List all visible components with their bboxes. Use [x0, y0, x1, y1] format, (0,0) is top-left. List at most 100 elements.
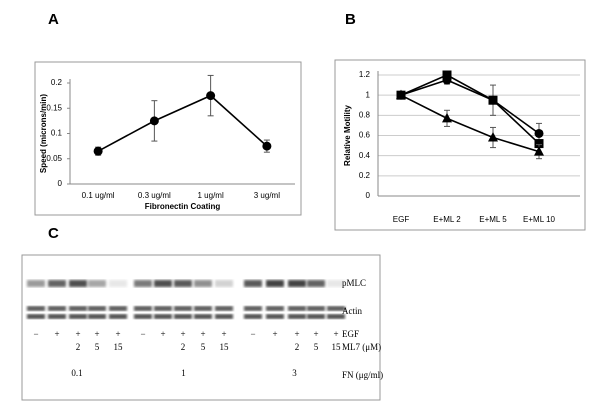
fn-label: 0.1 [71, 368, 82, 378]
band-pmlc [154, 280, 172, 287]
fn-label: 3 [292, 368, 297, 378]
band-pmlc [244, 280, 262, 287]
marker [442, 70, 452, 80]
x-tick-label: E+ML 2 [433, 215, 461, 224]
band-pmlc [215, 280, 233, 287]
band-pmlc [266, 280, 284, 287]
band-actin [88, 314, 106, 319]
x-tick-label: 3 ug/ml [254, 191, 280, 200]
y-tick-label: 0.15 [46, 103, 62, 112]
x-tick-label: E+ML 10 [523, 215, 555, 224]
chart-frame [334, 59, 586, 231]
band-actin [69, 306, 87, 311]
marker [488, 95, 498, 105]
x-tick-label: 0.3 ug/ml [138, 191, 171, 200]
band-actin [244, 306, 262, 311]
marker [396, 89, 406, 100]
line [97, 94, 268, 152]
band-pmlc [109, 280, 127, 287]
y-tick-label: 0.2 [51, 78, 63, 87]
ml7-label: 15 [114, 342, 124, 352]
band-actin [266, 314, 284, 319]
egf-label: + [272, 329, 277, 339]
band-actin [88, 306, 106, 311]
y-tick-label: 0.2 [359, 171, 371, 180]
y-tick-label: 0.4 [359, 151, 371, 160]
blot-frame [21, 254, 381, 401]
egf-label: + [160, 329, 165, 339]
band-actin [27, 306, 45, 311]
band-actin [174, 306, 192, 311]
marker [149, 116, 159, 126]
y-tick-label: 1 [366, 90, 371, 99]
egf-label: + [313, 329, 318, 339]
band-actin [134, 306, 152, 311]
band-actin [266, 306, 284, 311]
band-pmlc [69, 280, 87, 287]
marker [488, 132, 498, 142]
ml7-label: 5 [95, 342, 100, 352]
band-actin [215, 306, 233, 311]
band-actin [154, 314, 172, 319]
band-actin [288, 306, 306, 311]
egf-label: − [250, 329, 255, 339]
band-pmlc [288, 280, 306, 287]
y-tick-label: 1.2 [359, 70, 371, 79]
ml7-label: 5 [201, 342, 206, 352]
panel-label: B [345, 11, 356, 28]
band-actin [134, 314, 152, 319]
row-label: pMLC [342, 278, 366, 288]
line [400, 94, 540, 153]
band-actin [307, 306, 325, 311]
y-tick-label: 0 [366, 191, 371, 200]
band-pmlc [48, 280, 66, 287]
marker [93, 146, 103, 156]
egf-label: + [180, 329, 185, 339]
egf-label: + [221, 329, 226, 339]
ml7-label: 2 [76, 342, 81, 352]
band-actin [288, 314, 306, 319]
marker [206, 91, 216, 101]
ml7-label: 2 [181, 342, 186, 352]
band-pmlc [327, 280, 345, 287]
band-actin [69, 314, 87, 319]
row-label: Actin [342, 306, 362, 316]
band-actin [327, 306, 345, 311]
y-axis-label: Relative Motility [343, 105, 352, 166]
egf-label: − [33, 329, 38, 339]
fn-label: 1 [181, 368, 186, 378]
row-label: ML7 (μM) [342, 342, 381, 352]
band-pmlc [307, 280, 325, 287]
band-pmlc [88, 280, 106, 287]
line [400, 74, 540, 145]
egf-label: + [333, 329, 338, 339]
band-actin [194, 314, 212, 319]
marker [534, 146, 544, 156]
band-actin [244, 314, 262, 319]
ml7-label: 15 [332, 342, 342, 352]
band-actin [154, 306, 172, 311]
band-pmlc [194, 280, 212, 287]
band-actin [215, 314, 233, 319]
marker [534, 128, 544, 138]
y-tick-label: 0 [58, 179, 63, 188]
band-actin [174, 314, 192, 319]
y-axis-label: Speed (microns/min) [39, 94, 48, 173]
band-pmlc [134, 280, 152, 287]
y-tick-label: 0.8 [359, 110, 371, 119]
row-label: FN (μg/ml) [342, 370, 383, 380]
x-tick-label: 0.1 ug/ml [82, 191, 115, 200]
band-actin [109, 306, 127, 311]
band-actin [48, 306, 66, 311]
egf-label: + [75, 329, 80, 339]
marker [442, 112, 452, 123]
band-pmlc [27, 280, 45, 287]
chart-frame [34, 61, 302, 216]
egf-label: + [200, 329, 205, 339]
band-actin [109, 314, 127, 319]
panel-label: C [48, 225, 59, 242]
band-actin [27, 314, 45, 319]
ml7-label: 15 [220, 342, 230, 352]
y-tick-label: 0.05 [46, 154, 62, 163]
